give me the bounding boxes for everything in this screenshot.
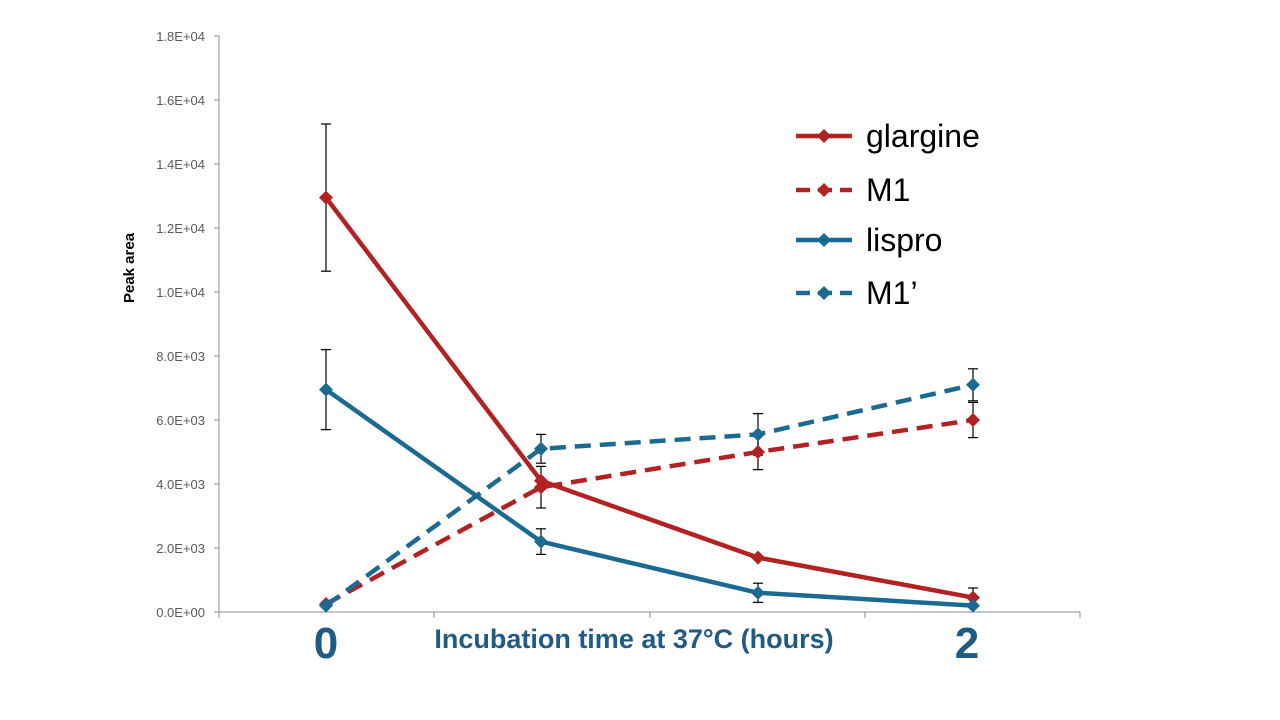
series-line xyxy=(324,196,974,600)
series-lines xyxy=(319,190,980,613)
series-line xyxy=(324,387,974,608)
legend-marker xyxy=(817,183,831,197)
y-tick-label: 6.0E+03 xyxy=(156,413,205,428)
x-tick-label-2: 2 xyxy=(955,619,979,668)
data-point xyxy=(966,377,980,392)
series-line xyxy=(324,382,974,608)
series-lispro xyxy=(319,382,980,613)
y-tick-label: 0.0E+00 xyxy=(156,605,205,620)
y-tick-label: 1.4E+04 xyxy=(156,157,205,172)
data-point xyxy=(751,550,765,565)
y-tick-labels: 0.0E+00 2.0E+03 4.0E+03 6.0E+03 8.0E+03 1.0E+… xyxy=(156,29,205,620)
legend: glargine M1 lispro M1’ xyxy=(796,118,980,311)
data-point xyxy=(751,585,765,600)
y-tick-label: 8.0E+03 xyxy=(156,349,205,364)
data-point xyxy=(319,382,333,397)
y-tick-label: 1.8E+04 xyxy=(156,29,205,44)
data-point xyxy=(751,427,765,442)
data-point xyxy=(966,598,980,613)
axes xyxy=(214,35,1081,618)
y-tick-label: 4.0E+03 xyxy=(156,477,205,492)
legend-marker xyxy=(817,233,831,247)
y-axis-label: Peak area xyxy=(121,232,138,303)
data-point xyxy=(319,598,333,613)
series-m1 xyxy=(319,377,980,613)
data-point xyxy=(534,441,548,456)
series-line xyxy=(324,417,974,606)
legend-label: M1’ xyxy=(866,275,918,311)
legend-label: lispro xyxy=(866,222,942,258)
legend-label: M1 xyxy=(866,172,910,208)
legend-label: glargine xyxy=(866,118,980,154)
legend-marker xyxy=(817,129,831,143)
x-axis-label: Incubation time at 37°C (hours) xyxy=(434,624,833,654)
data-point xyxy=(534,534,548,549)
data-point xyxy=(319,190,333,205)
y-tick-label: 1.6E+04 xyxy=(156,93,205,108)
data-point xyxy=(966,590,980,605)
legend-marker xyxy=(817,286,831,300)
y-tick-label: 1.2E+04 xyxy=(156,221,205,236)
y-tick-label: 2.0E+03 xyxy=(156,541,205,556)
y-tick-label: 1.0E+04 xyxy=(156,285,205,300)
x-tick-label-0: 0 xyxy=(314,619,338,668)
data-point xyxy=(534,480,548,495)
data-point xyxy=(751,445,765,459)
data-point xyxy=(966,413,980,427)
